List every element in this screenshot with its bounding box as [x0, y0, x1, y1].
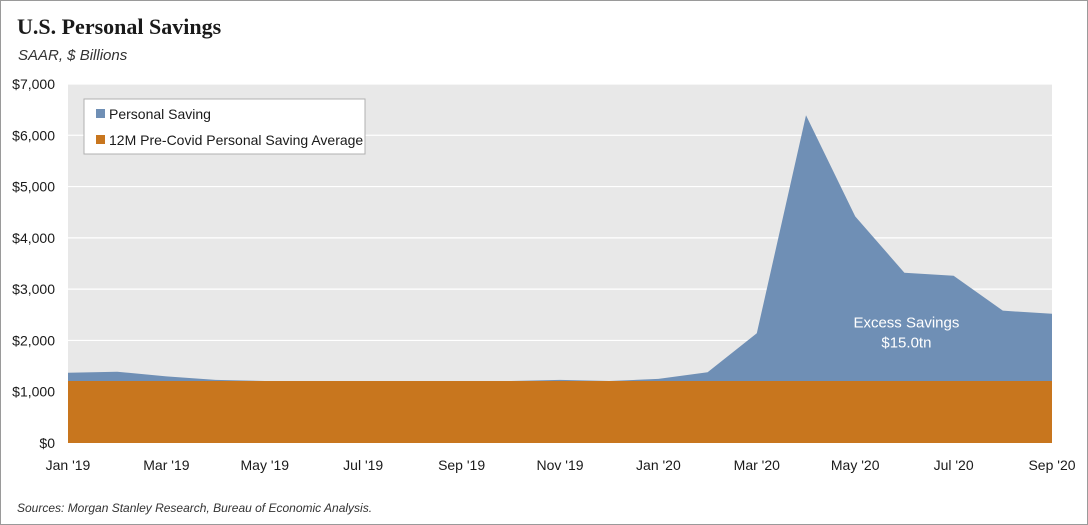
x-tick-label: Jan '20 [636, 457, 681, 473]
x-tick-label: Sep '20 [1028, 457, 1075, 473]
x-axis-tick-labels: Jan '19 Mar '19 May '19 Jul '19 Sep '19 Nov '… [46, 457, 1076, 473]
y-axis-tick-labels: $0 $1,000 $2,000 $3,000 $4,000 $5,000 $6,000 $7… [12, 76, 55, 451]
annotation-line-2: $15.0tn [881, 334, 931, 351]
y-tick-label: $6,000 [12, 127, 55, 143]
annotations: Excess Savings $15.0tn [853, 314, 959, 351]
legend-swatch-1 [96, 135, 105, 144]
chart-areas [68, 115, 1052, 443]
chart-subtitle: SAAR, $ Billions [18, 47, 128, 64]
x-tick-label: Mar '20 [734, 457, 780, 473]
source-note: Sources: Morgan Stanley Research, Bureau… [17, 501, 373, 515]
x-tick-label: Mar '19 [143, 457, 189, 473]
legend-label-0: Personal Saving [109, 106, 211, 122]
area-series-1 [68, 380, 1052, 443]
chart-title: U.S. Personal Savings [17, 14, 222, 39]
x-tick-label: May '20 [831, 457, 880, 473]
x-tick-label: Jan '19 [46, 457, 91, 473]
legend-swatch-0 [96, 109, 105, 118]
legend-box [83, 98, 366, 155]
y-tick-label: $5,000 [12, 179, 55, 195]
y-tick-label: $1,000 [12, 384, 55, 400]
x-tick-label: Nov '19 [536, 457, 583, 473]
legend-label-1: 12M Pre-Covid Personal Saving Average [109, 132, 363, 148]
y-tick-label: $3,000 [12, 281, 55, 297]
y-tick-label: $7,000 [12, 76, 55, 92]
x-tick-label: Sep '19 [438, 457, 485, 473]
area-series-0 [68, 115, 1052, 443]
x-tick-label: Jul '20 [934, 457, 974, 473]
legend: Personal Saving 12M Pre-Covid Personal Sa… [83, 98, 366, 155]
x-tick-label: Jul '19 [343, 457, 383, 473]
y-tick-label: $0 [39, 435, 55, 451]
annotation-line-1: Excess Savings [853, 314, 959, 331]
y-tick-label: $2,000 [12, 332, 55, 348]
x-tick-label: May '19 [241, 457, 290, 473]
y-tick-label: $4,000 [12, 230, 55, 246]
